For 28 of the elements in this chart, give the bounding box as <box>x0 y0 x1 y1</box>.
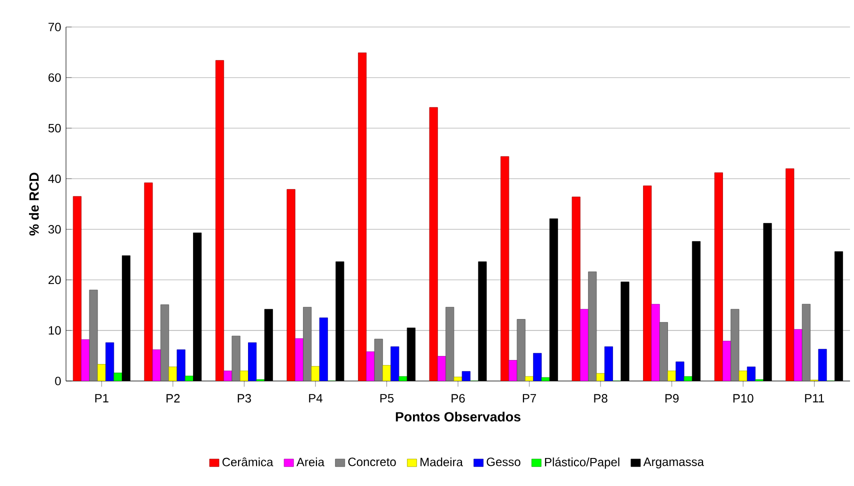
y-tick-label: 40 <box>48 174 61 183</box>
y-axis-title: % de RCD <box>28 172 39 236</box>
legend-label: Concreto <box>348 458 396 466</box>
legend-label: Argamassa <box>643 458 704 468</box>
legend-label: Plástico/Papel <box>545 457 620 469</box>
x-tick-label: P6 <box>452 394 465 403</box>
x-axis-title: Pontos Observados <box>396 412 520 422</box>
x-tick-label: P4 <box>309 394 322 402</box>
x-tick-label: P11 <box>805 394 824 402</box>
legend-label: Gesso <box>486 458 520 466</box>
y-tick-label: 30 <box>48 225 61 234</box>
x-tick-label: P7 <box>522 394 536 402</box>
legend-label: Areia <box>296 457 324 466</box>
x-tick-label: P10 <box>733 394 754 403</box>
y-tick-label: 60 <box>48 73 61 82</box>
y-tick-label: 70 <box>48 22 61 32</box>
y-tick-label: 50 <box>48 124 61 132</box>
x-tick-label: P2 <box>166 394 180 402</box>
legend-label: Madeira <box>420 457 463 466</box>
legend-label: Cerâmica <box>222 457 274 466</box>
x-tick-label: P8 <box>594 394 608 403</box>
y-tick-label: 10 <box>48 326 61 335</box>
x-tick-label: P5 <box>380 394 394 402</box>
x-tick-label: P9 <box>665 394 679 403</box>
y-tick-label: 0 <box>55 376 61 386</box>
x-tick-label: P3 <box>238 394 251 403</box>
x-tick-label: P1 <box>95 394 108 402</box>
y-tick-label: 20 <box>48 276 61 284</box>
